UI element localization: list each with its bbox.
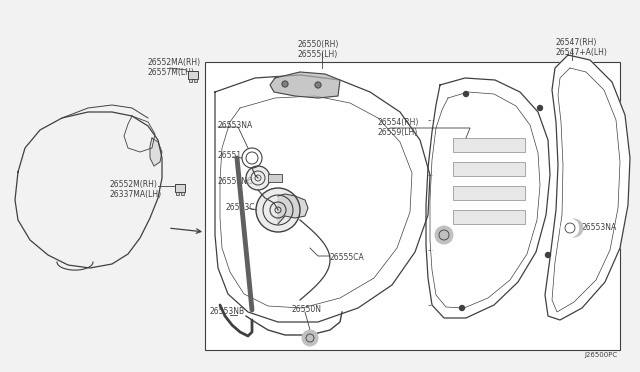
Polygon shape [215, 75, 430, 322]
Polygon shape [426, 78, 550, 318]
Circle shape [246, 166, 270, 190]
Text: 26552MA(RH)
26557M(LH): 26552MA(RH) 26557M(LH) [148, 58, 201, 77]
Text: 26554(RH)
26559(LH): 26554(RH) 26559(LH) [378, 118, 419, 137]
Circle shape [315, 82, 321, 88]
Circle shape [282, 81, 288, 87]
Circle shape [256, 188, 300, 232]
Circle shape [565, 219, 583, 237]
Circle shape [538, 106, 543, 110]
Bar [189, 79, 191, 82]
Bar [176, 192, 179, 195]
Text: 26550(RH)
26555(LH): 26550(RH) 26555(LH) [298, 40, 339, 60]
Bar [181, 192, 184, 195]
Bar [205, 62, 620, 350]
Text: 26552M(RH)
26337MA(LH): 26552M(RH) 26337MA(LH) [110, 180, 162, 199]
Bar [453, 186, 525, 200]
Text: J26500PC: J26500PC [585, 352, 618, 358]
Text: 26550N: 26550N [292, 305, 322, 314]
Circle shape [545, 253, 550, 257]
Bar [268, 174, 282, 182]
Text: 26551: 26551 [218, 151, 242, 160]
Circle shape [460, 305, 465, 311]
Bar [175, 184, 186, 192]
Polygon shape [270, 72, 340, 98]
Text: 26553NB: 26553NB [210, 308, 245, 317]
Text: 26553C: 26553C [225, 202, 255, 212]
Text: 26553NA: 26553NA [218, 121, 253, 129]
Bar [453, 138, 525, 152]
Polygon shape [545, 55, 630, 320]
Circle shape [435, 226, 453, 244]
Bar [195, 79, 197, 82]
Text: 26555CA: 26555CA [330, 253, 365, 263]
Circle shape [561, 219, 579, 237]
Polygon shape [278, 194, 308, 224]
Polygon shape [150, 138, 162, 166]
Bar [453, 162, 525, 176]
Circle shape [463, 92, 468, 96]
Text: 26553NC: 26553NC [218, 177, 253, 186]
Text: 26547(RH)
26547+A(LH): 26547(RH) 26547+A(LH) [555, 38, 607, 57]
Bar [188, 71, 198, 79]
Text: 26553NA: 26553NA [582, 224, 617, 232]
Circle shape [302, 330, 318, 346]
Bar [453, 210, 525, 224]
